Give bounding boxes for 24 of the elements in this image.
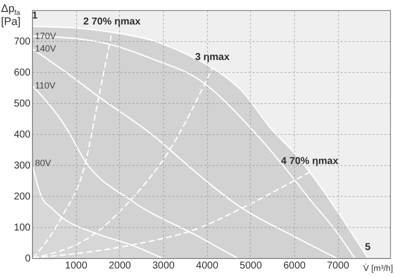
series-label: 170V — [35, 31, 56, 42]
x-tick-label: 5000 — [240, 260, 262, 272]
annotation: 3 ηmax — [195, 52, 230, 63]
x-axis-title: V̇ [m³/h] — [363, 263, 393, 273]
x-tick-label: 6000 — [283, 260, 306, 272]
y-tick-label: 600 — [14, 68, 31, 78]
y-tick-label: 300 — [14, 160, 31, 172]
y-tick-label: 100 — [14, 222, 31, 234]
series-label: 110V — [35, 80, 56, 90]
y-tick-label: 500 — [14, 98, 31, 110]
y-tick-label: 700 — [14, 36, 31, 48]
y-tick-label: 200 — [14, 192, 31, 202]
y-tick-label: 400 — [14, 130, 31, 140]
annotation: 2 70% ηmax — [83, 16, 141, 28]
x-tick-label: 7000 — [326, 260, 350, 272]
x-tick-label: 1000 — [65, 260, 88, 272]
x-tick-label: 4000 — [196, 260, 219, 272]
annotation: 4 70% ηmax — [281, 156, 339, 168]
annotation: 5 — [364, 242, 371, 253]
series-label: 80V — [35, 158, 52, 168]
x-tick-label: 2000 — [108, 260, 132, 272]
series-label: 140V — [35, 43, 56, 54]
y-tick-label: 0 — [24, 254, 31, 264]
x-tick-label: 3000 — [152, 260, 176, 272]
